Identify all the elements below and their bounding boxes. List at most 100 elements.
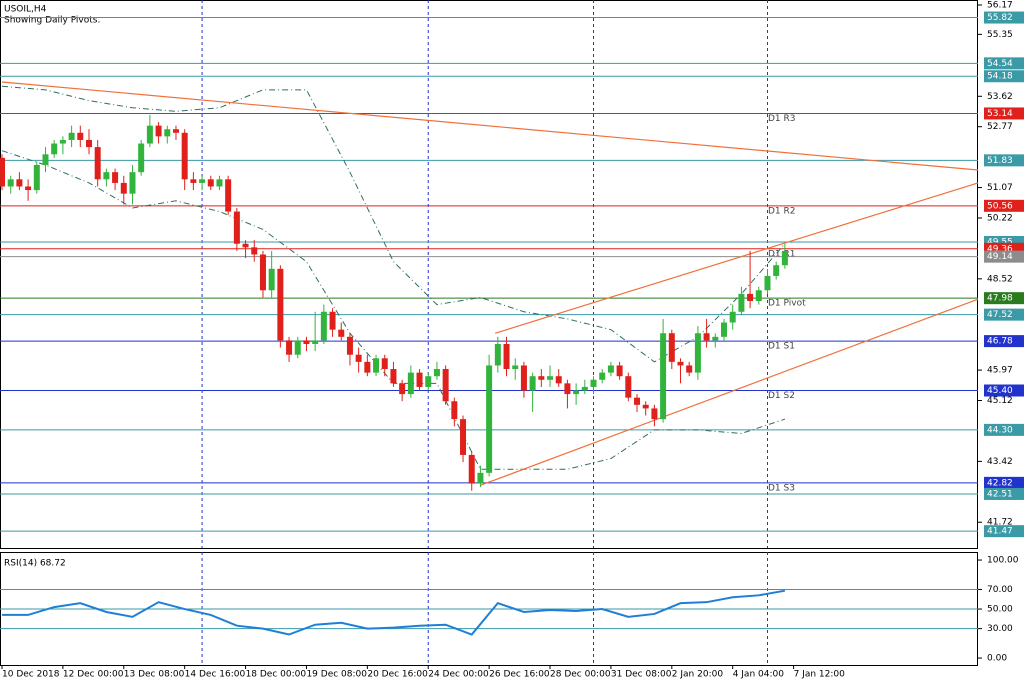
- candle-body: [399, 383, 406, 395]
- trendline: [480, 298, 979, 486]
- level-label: 54.18: [987, 72, 1013, 82]
- y-tick-label: 56.17: [987, 1, 1013, 11]
- candle-body: [442, 369, 449, 402]
- candle-body: [225, 179, 232, 212]
- candle-body: [346, 336, 353, 355]
- candle-body: [94, 147, 101, 180]
- pivot-label: D1 S3: [768, 483, 795, 493]
- level-label: 49.55: [987, 237, 1013, 247]
- candle-body: [703, 333, 710, 341]
- pivot-label: D1 Pivot: [768, 299, 806, 309]
- candle-body: [181, 132, 188, 180]
- chart-title: USOIL,H4: [4, 5, 47, 15]
- candle-body: [538, 376, 545, 380]
- level-label: 51.83: [987, 156, 1013, 166]
- candle-body: [33, 165, 40, 191]
- y-tick-label: 48.52: [987, 274, 1013, 284]
- candle-body: [259, 254, 266, 291]
- rsi-title: RSI(14) 68.72: [4, 559, 66, 569]
- candle-body: [547, 376, 554, 380]
- candle-body: [712, 336, 719, 341]
- level-label: 42.51: [987, 489, 1013, 499]
- bollinger-band: [1, 85, 786, 363]
- candle-body: [42, 154, 49, 166]
- level-label: 53.14: [987, 109, 1013, 119]
- candle-body: [390, 369, 397, 384]
- candle-body: [686, 365, 693, 373]
- rsi-y-tick-label: 50.00: [987, 605, 1013, 615]
- x-tick-label: 4 Jan 04:00: [733, 670, 785, 680]
- x-tick-label: 13 Dec 08:00: [124, 670, 185, 680]
- y-tick-label: 51.07: [987, 183, 1013, 193]
- candle-body: [277, 268, 284, 341]
- candle-body: [364, 361, 371, 373]
- candle-body: [155, 125, 162, 137]
- pivot-label: D1 R2: [768, 206, 796, 216]
- candle-body: [233, 211, 240, 244]
- candle-body: [329, 311, 336, 330]
- level-label-box: [984, 11, 1024, 24]
- level-label: 54.54: [987, 59, 1013, 69]
- candle-body: [407, 372, 414, 395]
- candle-body: [599, 372, 606, 380]
- candle-body: [668, 333, 675, 362]
- candle-body: [677, 361, 684, 366]
- x-tick-label: 26 Dec 16:00: [489, 670, 550, 680]
- candle-body: [338, 329, 345, 337]
- rsi-y-tick-label: 100.00: [987, 556, 1019, 566]
- candle-body: [268, 268, 275, 291]
- candle-body: [555, 376, 562, 384]
- candle-body: [294, 340, 301, 355]
- y-tick-label: 45.12: [987, 396, 1013, 406]
- level-label-box: [984, 250, 1024, 263]
- candle-body: [651, 408, 658, 420]
- candle-body: [660, 333, 667, 420]
- x-tick-label: 12 Dec 00:00: [63, 670, 124, 680]
- candle-body: [51, 143, 58, 155]
- level-label: 49.36: [987, 244, 1013, 254]
- rsi-line: [2, 589, 786, 636]
- candle-body: [77, 132, 84, 140]
- candle-body: [59, 139, 66, 144]
- x-tick-label: 14 Dec 16:00: [185, 670, 246, 680]
- x-tick-label: 24 Dec 00:00: [428, 670, 489, 680]
- level-label-box: [984, 57, 1024, 70]
- x-tick-label: 31 Dec 08:00: [611, 670, 672, 680]
- candle-body: [747, 293, 754, 302]
- y-tick-label: 41.72: [987, 518, 1013, 528]
- candle-body: [755, 290, 762, 302]
- candle-body: [451, 401, 458, 420]
- level-label-box: [984, 487, 1024, 500]
- candle-body: [729, 311, 736, 323]
- level-label-box: [984, 107, 1024, 120]
- rsi-y-tick-label: 30.00: [987, 624, 1013, 634]
- y-tick-label: 52.77: [987, 122, 1013, 132]
- level-label: 45.40: [987, 386, 1013, 396]
- candle-body: [634, 397, 641, 405]
- candle-body: [103, 172, 110, 180]
- candle-body: [616, 365, 623, 377]
- candle-body: [312, 340, 319, 344]
- candle-body: [85, 139, 92, 148]
- pivot-label: D1 R1: [768, 249, 796, 259]
- level-label: 47.52: [987, 310, 1013, 320]
- level-label-box: [984, 335, 1024, 348]
- candle-body: [164, 129, 171, 137]
- candle-body: [146, 125, 153, 144]
- candle-body: [503, 343, 510, 370]
- level-label-box: [984, 70, 1024, 83]
- level-label-box: [984, 308, 1024, 321]
- chart-subtitle: Showing Daily Pivots.: [4, 16, 100, 26]
- candle-body: [764, 275, 771, 291]
- candle-body: [25, 186, 32, 191]
- level-label: 46.78: [987, 337, 1013, 347]
- level-label: 47.98: [987, 294, 1013, 304]
- candle-body: [207, 179, 214, 187]
- candle-body: [529, 376, 536, 391]
- candle-body: [425, 376, 432, 387]
- candle-body: [564, 383, 571, 395]
- candle-body: [190, 179, 197, 183]
- x-tick-label: 7 Jan 12:00: [794, 670, 846, 680]
- candle-body: [573, 390, 580, 395]
